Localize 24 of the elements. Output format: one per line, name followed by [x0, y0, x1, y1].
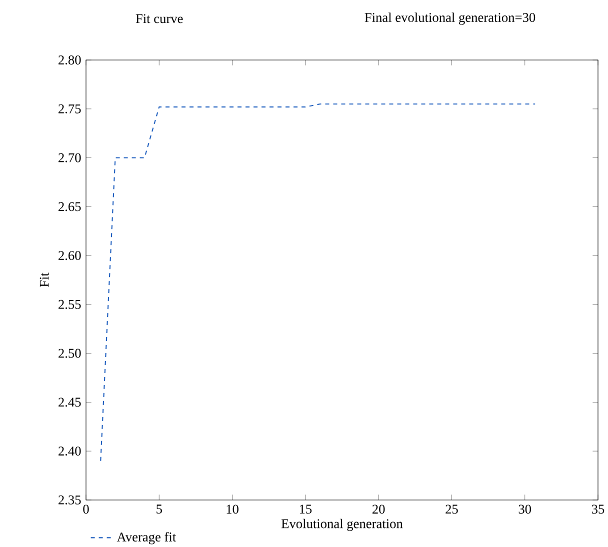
y-tick-label: 2.70	[58, 153, 81, 162]
y-axis-title: Fit	[40, 272, 49, 288]
x-tick-label: 0	[83, 504, 89, 514]
chart-title: Fit curve	[136, 14, 183, 24]
line-series	[100, 103, 536, 462]
x-tick-label: 20	[372, 504, 385, 514]
chart-subtitle: Final evolutional generation=30	[364, 12, 536, 25]
x-tick-label: 25	[446, 504, 458, 514]
y-tick-label: 2.35	[58, 495, 81, 504]
y-tick-label: 2.40	[58, 446, 81, 456]
y-tick-label: 2.50	[58, 348, 81, 358]
y-tick-label: 2.80	[58, 55, 81, 65]
y-tick-label: 2.65	[58, 202, 81, 212]
y-tick-label: 2.45	[58, 398, 81, 407]
x-axis-title: Evolutional generation	[281, 518, 403, 531]
x-tick-label: 30	[518, 504, 532, 514]
y-tick-label: 2.60	[58, 251, 81, 260]
y-tick-label: 2.55	[58, 300, 81, 309]
x-tick-label: 5	[156, 504, 162, 514]
y-tick-label: 2.75	[58, 104, 81, 114]
legend-label: Average fit	[116, 532, 176, 544]
x-tick-label: 15	[300, 504, 312, 514]
x-tick-label: 10	[226, 504, 238, 514]
x-tick-label: 35	[592, 504, 604, 514]
